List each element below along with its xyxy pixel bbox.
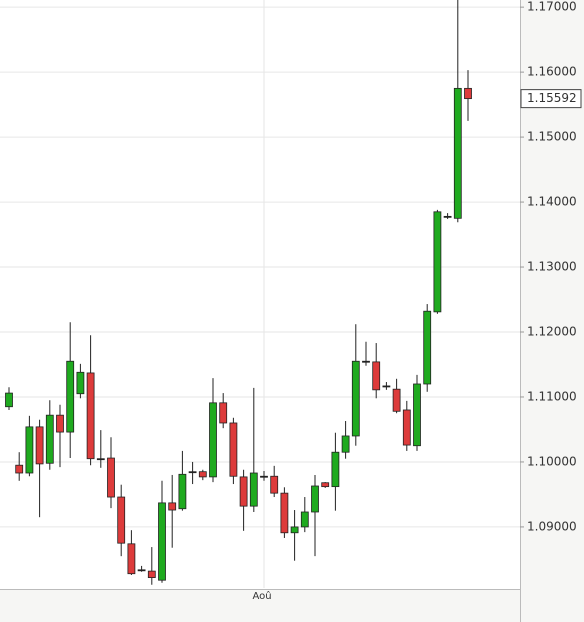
candle-body (35, 426, 44, 465)
candle-body (300, 511, 309, 528)
y-tick-label: 1.17000 (527, 0, 577, 14)
candle-body (137, 569, 146, 572)
candle-body (15, 464, 24, 474)
y-tick-label: 1.11000 (527, 389, 577, 403)
candle-body (423, 310, 432, 385)
candle-body (147, 570, 156, 579)
candle-body (321, 482, 330, 488)
candle-body (402, 409, 411, 446)
candle-body (239, 476, 248, 507)
candle-body (311, 485, 319, 513)
candle-body (5, 392, 13, 408)
candle-body (453, 87, 462, 219)
y-tick-label: 1.15000 (527, 130, 577, 144)
candle-body (280, 492, 289, 534)
candle-body (219, 402, 228, 424)
candle-body (117, 496, 126, 544)
candle-body (290, 526, 299, 534)
price-label: 1.15592 (527, 91, 577, 105)
candle-body (66, 360, 75, 433)
candle-body (382, 385, 391, 388)
x-tick-label: Aoû (252, 590, 271, 602)
candle-body (260, 475, 268, 478)
y-tick-label: 1.13000 (527, 260, 577, 274)
y-tick-label: 1.14000 (527, 195, 577, 209)
candle-body (45, 414, 54, 464)
candle-body (96, 458, 105, 461)
candle-body (351, 360, 360, 437)
candle-body (249, 472, 258, 507)
candle-body (433, 211, 442, 313)
candle-body (178, 473, 187, 510)
candle-body (188, 471, 197, 474)
candle-body (413, 383, 421, 447)
candle-body (56, 414, 64, 433)
candle-body (392, 388, 401, 412)
candle-body (270, 475, 279, 494)
y-tick-label: 1.12000 (527, 325, 577, 339)
y-tick-label: 1.10000 (527, 454, 577, 468)
candle-body (372, 361, 381, 391)
candle-body (198, 471, 207, 478)
candle-body (127, 543, 136, 575)
candle-body (209, 402, 217, 478)
price-label-box (520, 89, 582, 109)
candle-body (341, 435, 350, 453)
candle-body (158, 502, 166, 581)
y-tick-label: 1.16000 (527, 65, 577, 79)
candle-body (229, 422, 238, 477)
candle-body (168, 502, 177, 511)
y-tick-label: 1.09000 (527, 519, 577, 533)
candle-body (464, 87, 472, 100)
candle-body (362, 360, 370, 363)
candle-body (107, 457, 115, 498)
candle-body (76, 371, 85, 395)
candle-body (443, 215, 452, 218)
candle-body (86, 372, 95, 460)
x-axis-area (0, 589, 520, 622)
candle-body (331, 451, 340, 488)
candle-body (25, 426, 34, 474)
